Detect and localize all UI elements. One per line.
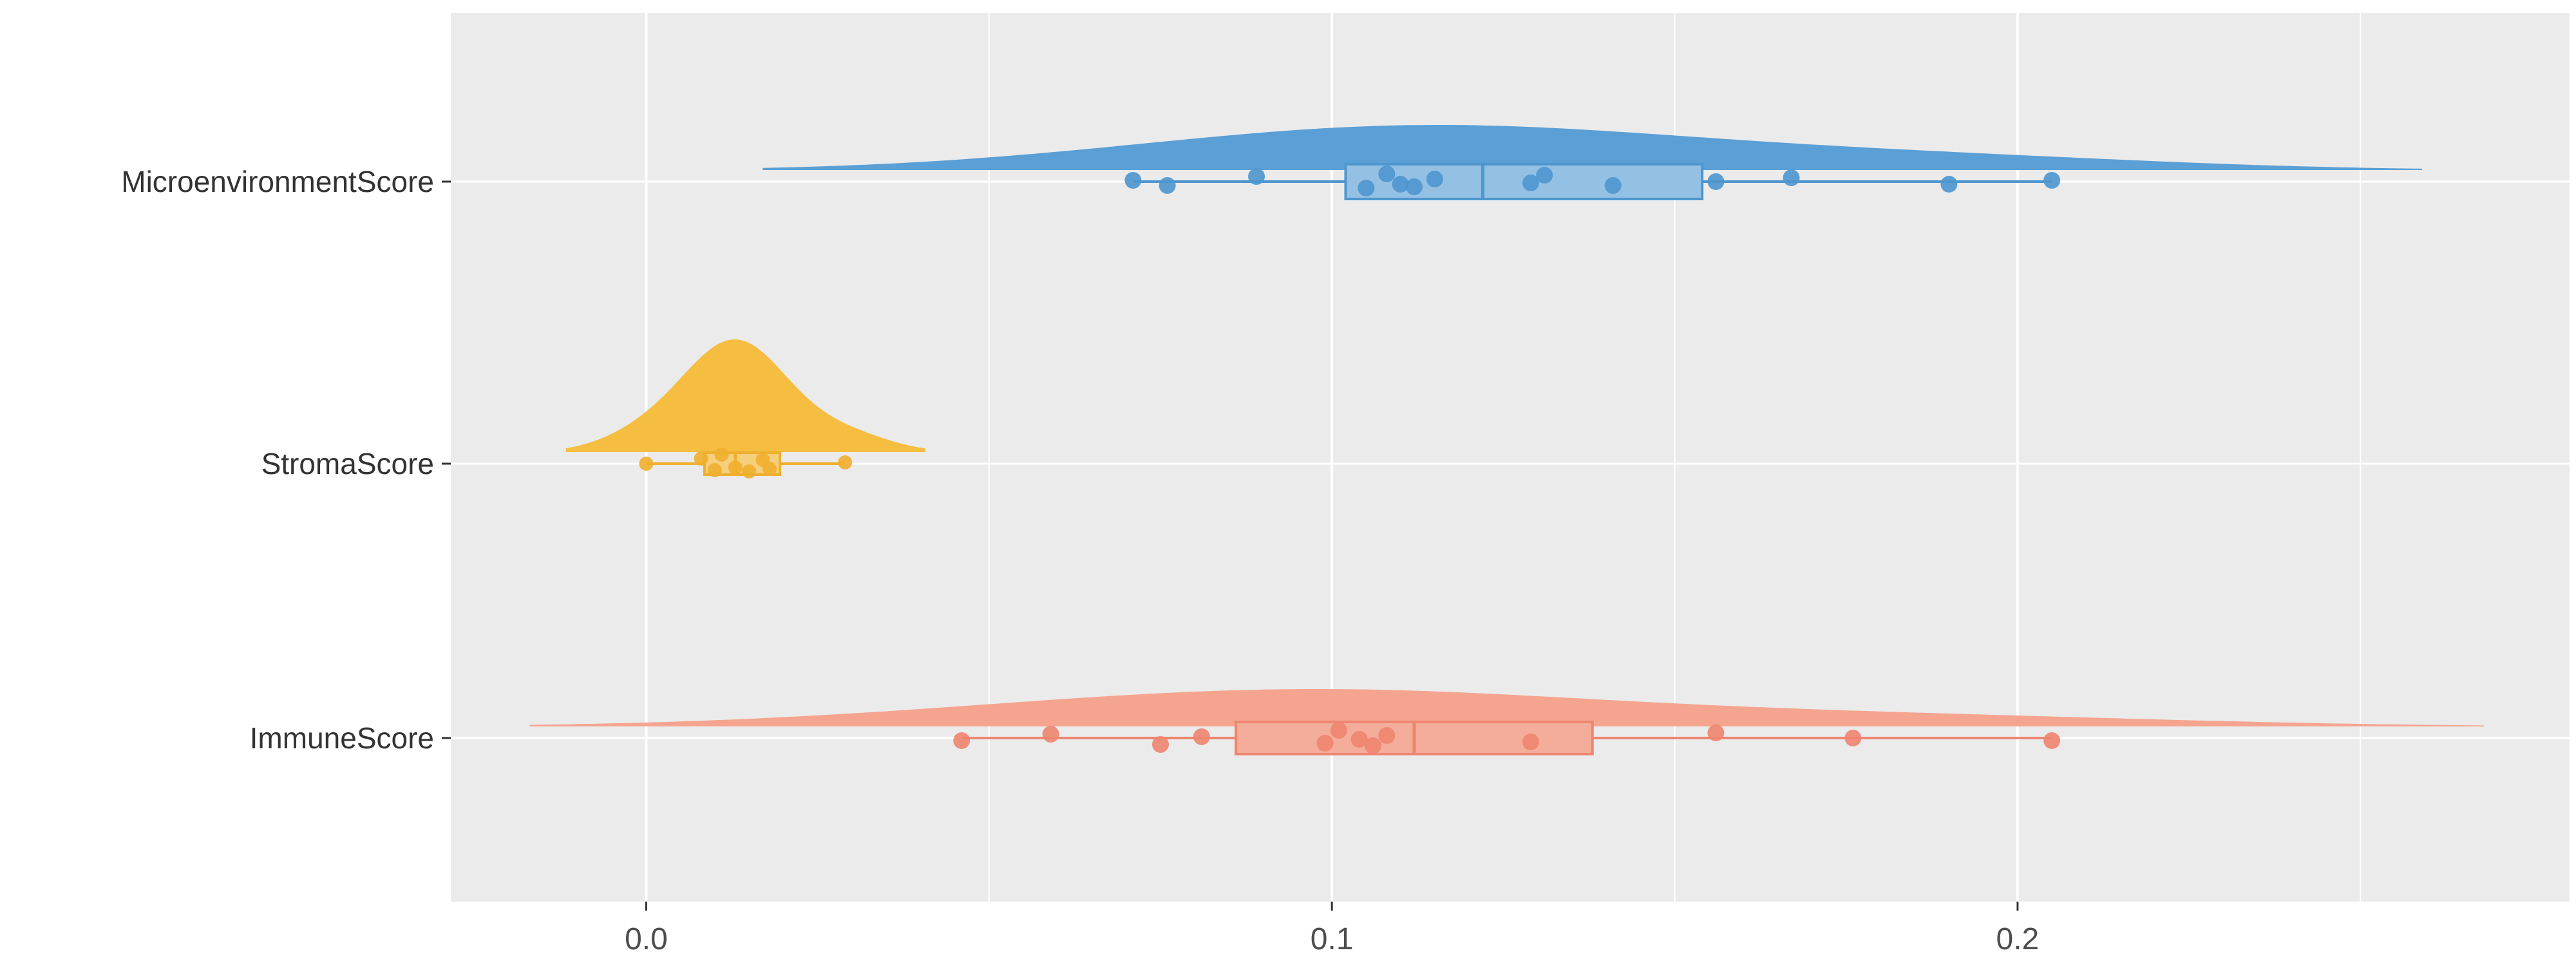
- y-axis-category-label: StromaScore: [261, 447, 434, 480]
- data-point-immunescore: [1316, 735, 1334, 752]
- data-point-microenvironmentscore: [1707, 173, 1725, 190]
- data-point-stromascore: [838, 455, 853, 469]
- data-point-immunescore: [2043, 732, 2061, 749]
- x-axis-tick-label: 0.1: [1311, 922, 1354, 956]
- data-point-microenvironmentscore: [1248, 168, 1265, 185]
- violin-immunescore: [529, 689, 2484, 726]
- data-point-microenvironmentscore: [1522, 175, 1539, 191]
- data-point-immunescore: [1042, 726, 1059, 743]
- data-point-microenvironmentscore: [1536, 167, 1553, 184]
- data-point-immunescore: [1707, 724, 1725, 741]
- data-point-immunescore: [1350, 731, 1368, 748]
- series-stromascore: [565, 339, 925, 478]
- data-point-immunescore: [1151, 736, 1169, 753]
- data-point-immunescore: [1844, 730, 1862, 746]
- series-immunescore: [529, 689, 2484, 755]
- x-axis-tick-label: 0.0: [625, 922, 668, 956]
- data-point-immunescore: [1522, 734, 1539, 750]
- data-point-stromascore: [762, 462, 777, 476]
- y-axis-category-label: MicroenvironmentScore: [121, 165, 434, 198]
- data-point-stromascore: [714, 448, 729, 462]
- data-point-stromascore: [694, 451, 708, 466]
- data-point-stromascore: [639, 457, 654, 471]
- data-point-immunescore: [1378, 727, 1396, 744]
- y-axis-category-label: ImmuneScore: [250, 721, 434, 755]
- violin-microenvironmentscore: [762, 125, 2423, 170]
- data-point-microenvironmentscore: [1940, 176, 1958, 193]
- x-axis-tick-label: 0.2: [1996, 922, 2040, 956]
- data-point-microenvironmentscore: [1405, 178, 1423, 195]
- data-point-stromascore: [707, 463, 722, 477]
- data-point-microenvironmentscore: [1426, 171, 1443, 187]
- data-point-immunescore: [1365, 737, 1382, 754]
- violin-stromascore: [565, 339, 925, 452]
- data-point-stromascore: [728, 460, 743, 475]
- data-point-immunescore: [1193, 728, 1210, 745]
- data-point-microenvironmentscore: [1604, 177, 1622, 194]
- data-point-microenvironmentscore: [1378, 166, 1396, 182]
- data-point-microenvironmentscore: [1358, 180, 1375, 196]
- data-point-microenvironmentscore: [2043, 172, 2061, 189]
- data-point-immunescore: [1330, 722, 1347, 739]
- series-microenvironmentscore: [762, 125, 2423, 200]
- data-point-stromascore: [742, 464, 757, 478]
- data-point-microenvironmentscore: [1159, 177, 1176, 194]
- data-point-microenvironmentscore: [1124, 172, 1142, 189]
- data-point-microenvironmentscore: [1392, 176, 1409, 193]
- data-point-microenvironmentscore: [1783, 169, 1800, 186]
- data-point-immunescore: [953, 732, 971, 749]
